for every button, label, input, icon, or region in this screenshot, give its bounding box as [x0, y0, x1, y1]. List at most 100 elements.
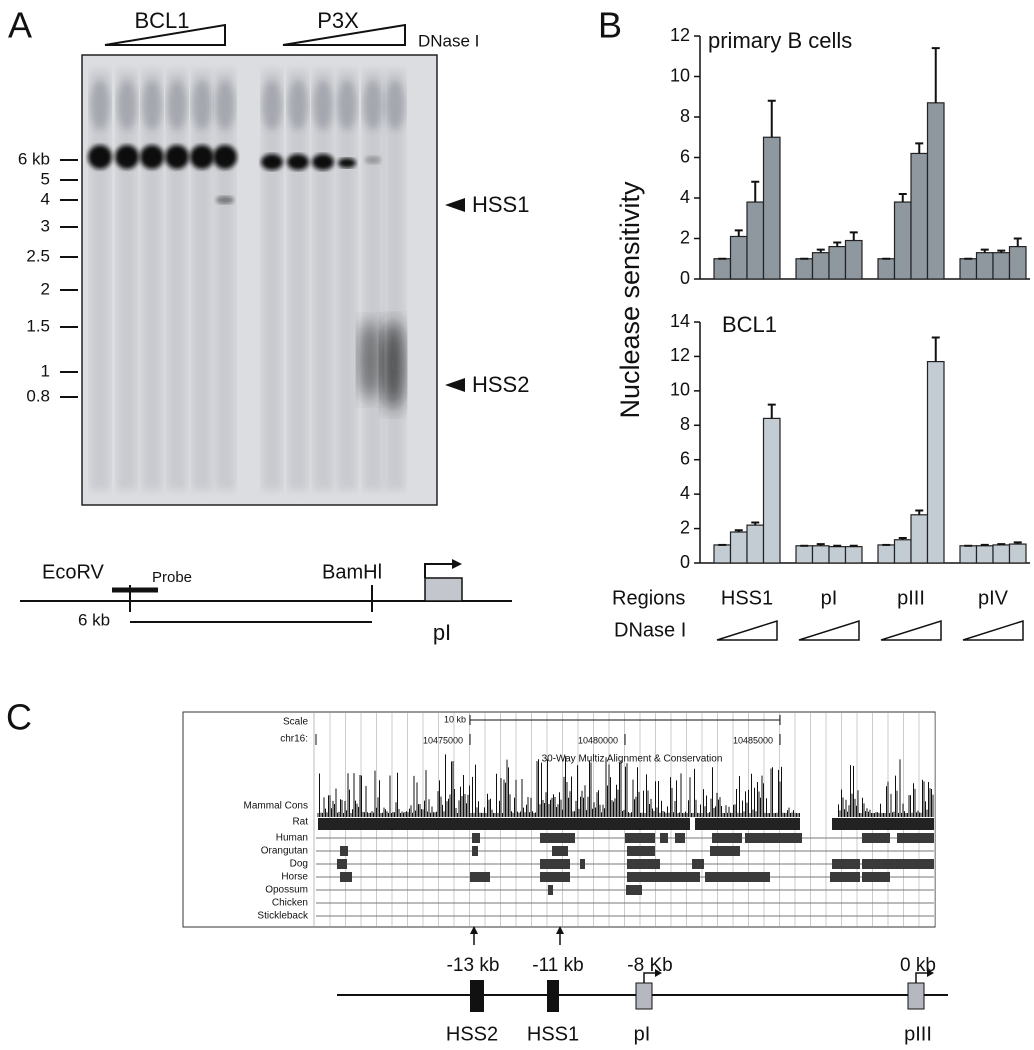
alignment-block [472, 833, 480, 843]
alignment-block [470, 872, 490, 882]
alignment-block [712, 833, 742, 843]
band [142, 80, 162, 130]
bar [877, 544, 896, 564]
gel [81, 54, 438, 506]
bar [762, 417, 781, 564]
element-label: HSS2 [446, 1023, 498, 1045]
alignment-block [540, 859, 570, 869]
alignment-block [710, 846, 740, 856]
dose-wedge [798, 619, 860, 641]
bar [992, 544, 1011, 564]
panel-label: A [8, 5, 32, 46]
band [88, 145, 112, 169]
bar [828, 546, 847, 564]
site-label: BamHl [322, 561, 382, 583]
band [288, 80, 308, 130]
band [261, 154, 283, 170]
y-tick-label: 2 [680, 517, 690, 537]
error-bar [980, 543, 989, 546]
y-tick-label: 4 [680, 483, 690, 503]
alignment-block [897, 833, 934, 843]
alignment-block [540, 833, 575, 843]
tss-arrowhead [927, 969, 934, 977]
pointer-head [470, 926, 478, 934]
band [140, 145, 164, 169]
bar [893, 539, 912, 564]
band [167, 80, 187, 130]
chart-title: BCL1 [722, 312, 777, 337]
band [337, 80, 357, 130]
y-tick-label: 12 [670, 345, 690, 365]
y-tick-label: 0 [680, 268, 690, 288]
error-bar [980, 248, 989, 253]
position-label: 10475000 [423, 735, 463, 745]
marker-label: 0.8 [26, 386, 50, 405]
track-title: 30-Way Multiz Alignment & Conservation [542, 754, 723, 765]
error-bar [849, 544, 858, 547]
marker-label: 1 [41, 361, 50, 380]
bar [729, 531, 748, 564]
restriction-map: EcoRV Probe BamHl 6 kb pI [20, 559, 512, 645]
bar [713, 258, 732, 280]
error-bar [931, 336, 940, 362]
bar [877, 258, 896, 280]
marker-label: 4 [41, 189, 50, 208]
alignment-block [580, 859, 585, 869]
conservation-histogram [317, 754, 934, 817]
band [287, 154, 309, 170]
bar [910, 514, 929, 564]
alignment-block [660, 833, 668, 843]
marker-label: 2 [41, 279, 50, 298]
smear [358, 320, 382, 400]
panel-label: B [598, 5, 622, 46]
locus-map: -13 kb -11 kb -8 Kb 0 kb HSS2 HSS1 pI pIII [337, 926, 948, 1045]
y-tick-label: 4 [680, 187, 690, 207]
alignment-block [695, 818, 800, 830]
error-bar [997, 543, 1006, 546]
bar [926, 102, 945, 280]
lane-smear [167, 70, 187, 490]
band [115, 145, 139, 169]
alignment-block [626, 885, 642, 895]
lane-smear [215, 70, 235, 490]
track-label: chr16: [280, 734, 308, 745]
lane-smear [117, 70, 137, 490]
alignment-block [862, 859, 934, 869]
fragment-label: 6 kb [78, 610, 110, 629]
lane-smear [288, 70, 308, 490]
y-axis-label: Nuclease sensitivity [615, 181, 645, 419]
hss-box [470, 980, 484, 1012]
distance-label: -8 Kb [627, 955, 672, 976]
probe-label: Probe [152, 569, 192, 586]
bar [1008, 543, 1027, 564]
band [338, 158, 356, 168]
bar [975, 545, 994, 564]
error-bar [751, 521, 760, 526]
band [90, 80, 110, 130]
site-arrow [445, 198, 465, 212]
bar [910, 152, 929, 280]
bar [844, 239, 863, 280]
error-bar [915, 142, 924, 154]
alignment-block [627, 859, 660, 869]
band [262, 80, 282, 130]
tss-arrow [424, 563, 452, 578]
band [192, 80, 212, 130]
x-tick-label: HSS1 [721, 587, 773, 609]
band [363, 80, 383, 130]
band [190, 145, 214, 169]
bar [1008, 246, 1027, 280]
alignment-block [472, 846, 478, 856]
bar [975, 252, 994, 280]
alignment-block [340, 846, 348, 856]
alignment-block [552, 846, 568, 856]
alignment-block [830, 872, 860, 882]
bar-charts: 0 2 4 6 8 10 12 primary B cells 0 2 4 6 8 10 12 14 BCL1 H… [670, 25, 1030, 641]
y-tick-label: 2 [680, 227, 690, 247]
error-bar [1013, 237, 1022, 247]
alignment-block [832, 859, 860, 869]
error-bar [751, 180, 760, 203]
marker-label: 3 [41, 216, 50, 235]
lane-smear [337, 70, 357, 490]
